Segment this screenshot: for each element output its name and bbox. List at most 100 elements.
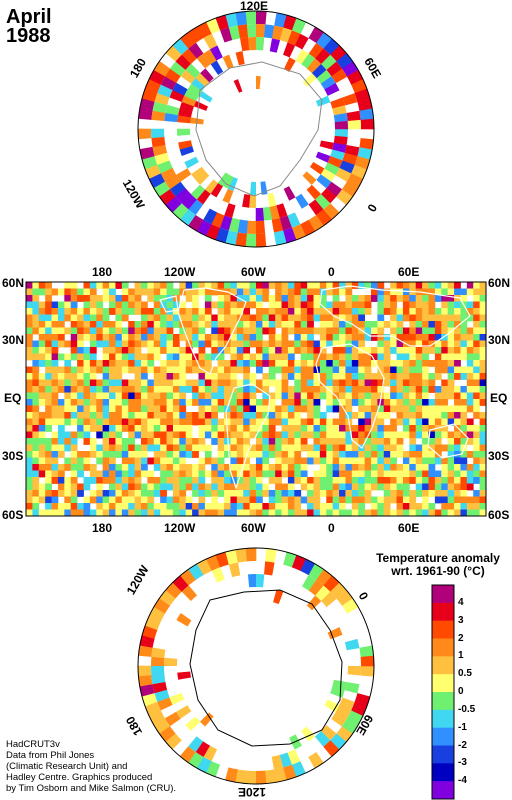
anomaly-cell	[109, 444, 116, 452]
polar-cell	[203, 49, 217, 65]
anomaly-cell	[358, 412, 366, 419]
anomaly-cell	[434, 490, 442, 497]
polar-cell	[210, 45, 223, 61]
anomaly-cell	[447, 308, 455, 315]
legend-swatch	[432, 692, 454, 711]
anomaly-cell	[26, 438, 33, 445]
anomaly-cell	[141, 392, 148, 400]
anomaly-cell	[268, 334, 276, 341]
anomaly-cell	[224, 444, 231, 452]
polar-cell	[354, 88, 371, 103]
anomaly-cell	[332, 509, 340, 517]
anomaly-cell	[358, 418, 366, 426]
legend-tick-label: 3	[458, 614, 464, 626]
anomaly-cell	[172, 451, 180, 458]
anomaly-cell	[339, 301, 346, 309]
anomaly-cell	[204, 451, 212, 458]
coastline	[319, 285, 471, 347]
anomaly-cell	[192, 438, 199, 445]
anomaly-cell	[275, 490, 282, 497]
anomaly-cell	[281, 464, 289, 471]
anomaly-cell	[217, 483, 225, 491]
anomaly-cell	[466, 288, 474, 296]
anomaly-cell	[428, 464, 436, 471]
anomaly-cell	[383, 412, 391, 419]
anomaly-cell	[345, 477, 353, 484]
anomaly-cell	[441, 314, 449, 322]
anomaly-cell	[64, 308, 72, 315]
anomaly-cell	[402, 386, 410, 393]
anomaly-cell	[109, 457, 116, 465]
anomaly-cell	[26, 353, 33, 361]
anomaly-cell	[268, 314, 276, 322]
anomaly-cell	[307, 301, 314, 309]
polar-cell	[302, 73, 317, 87]
anomaly-cell	[166, 353, 174, 361]
anomaly-cell	[26, 347, 33, 354]
polar-cell	[188, 751, 204, 769]
anomaly-cell	[256, 353, 263, 361]
anomaly-cell	[96, 490, 104, 497]
anomaly-cell	[409, 340, 417, 348]
anomaly-cell	[109, 431, 116, 439]
anomaly-cell	[268, 353, 276, 361]
polar-cell	[153, 181, 170, 197]
left-label-60n: 60N	[2, 276, 25, 290]
anomaly-cell	[38, 470, 46, 478]
anomaly-cell	[268, 308, 276, 315]
anomaly-cell	[377, 509, 385, 517]
polar-cell	[335, 167, 352, 182]
anomaly-cell	[102, 496, 110, 504]
anomaly-cell	[115, 327, 123, 335]
anomaly-cell	[115, 412, 123, 419]
anomaly-cell	[236, 340, 244, 348]
polar-cell	[311, 63, 327, 79]
anomaly-cell	[396, 490, 404, 497]
anomaly-cell	[294, 431, 302, 439]
anomaly-cell	[422, 431, 429, 439]
right-label-60s: 60S	[488, 508, 510, 522]
anomaly-cell	[396, 321, 404, 328]
anomaly-cell	[96, 457, 104, 465]
anomaly-cell	[268, 464, 276, 471]
anomaly-cell	[134, 503, 142, 510]
coastline	[177, 287, 247, 375]
anomaly-cell	[32, 314, 40, 322]
anomaly-cell	[230, 366, 238, 374]
anomaly-cell	[319, 379, 327, 387]
anomaly-cell	[32, 405, 40, 413]
credit-line: Data from Phil Jones	[6, 750, 95, 761]
anomaly-cell	[339, 282, 346, 289]
anomaly-cell	[134, 295, 142, 302]
anomaly-cell	[287, 425, 295, 432]
anomaly-cell	[166, 340, 174, 348]
anomaly-cell	[275, 418, 282, 426]
anomaly-cell	[313, 288, 321, 296]
anomaly-cell	[256, 418, 263, 426]
anomaly-cell	[351, 282, 359, 289]
anomaly-cell	[313, 405, 321, 413]
anomaly-cell	[185, 327, 193, 335]
anomaly-cell	[396, 405, 404, 413]
anomaly-cell	[345, 353, 353, 361]
anomaly-cell	[287, 340, 295, 348]
anomaly-cell	[428, 399, 436, 406]
anomaly-cell	[275, 340, 282, 348]
anomaly-cell	[172, 353, 180, 361]
anomaly-cell	[294, 347, 302, 354]
legend-title: Temperature anomaly wrt. 1961-90 (°C)	[368, 552, 508, 578]
anomaly-cell	[313, 470, 321, 478]
anomaly-cell	[64, 496, 72, 504]
legend-swatch	[432, 674, 454, 693]
anomaly-cell	[249, 386, 257, 393]
anomaly-cell	[307, 444, 314, 452]
polar-cell	[320, 76, 336, 90]
polar-cell	[151, 647, 166, 658]
anomaly-cell	[172, 496, 180, 504]
legend-title-line2: wrt. 1961-90 (°C)	[391, 564, 485, 578]
anomaly-cell	[230, 295, 238, 302]
polar-cell	[165, 45, 182, 62]
anomaly-cell	[268, 503, 276, 510]
anomaly-cell	[109, 360, 116, 367]
anomaly-cell	[217, 490, 225, 497]
